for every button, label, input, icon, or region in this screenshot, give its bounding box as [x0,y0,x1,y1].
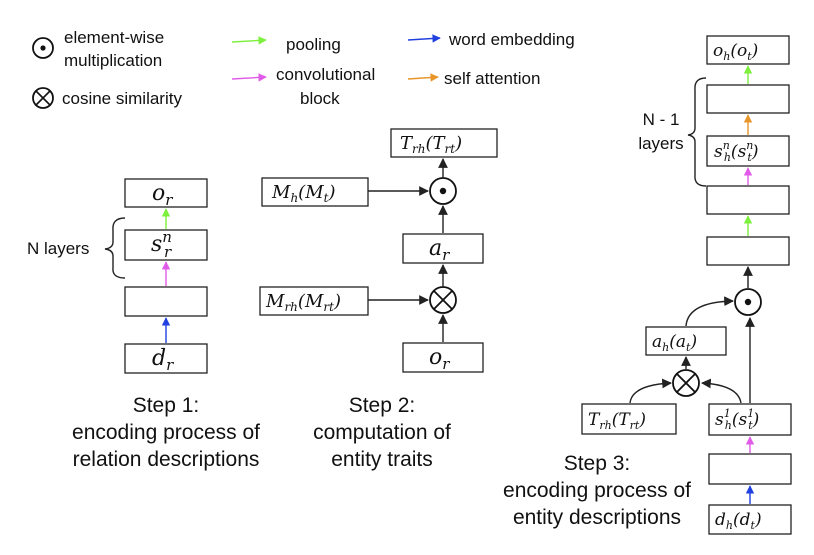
step3-cosine-node [672,369,700,397]
step1-caption-line3: relation descriptions [73,448,260,471]
legend-cosine-label: cosine similarity [62,89,182,108]
svg-text:or: or [429,345,450,373]
svg-text:Mrh(Mrt): Mrh(Mrt) [265,291,341,314]
step-3: oh(ot) sn h(sn t) N - 1 layers ah(at) [503,35,792,535]
step1-layers-label: N layers [27,239,89,258]
step3-s1-box: s1 h(s1 t) [708,403,792,436]
step3-hidden-box-3 [706,236,790,266]
step1-hidden-box [124,286,208,317]
svg-text:dh(dt): dh(dt) [715,510,762,532]
element-wise-multiplication-icon [32,37,54,59]
step3-arrow-s1-to-cos [701,378,742,404]
svg-text:Mh(Mt): Mh(Mt) [271,182,336,205]
svg-text:dr: dr [152,346,174,374]
svg-text:Trh(Trt): Trh(Trt) [588,410,646,432]
step3-caption-line1: Step 3: [564,452,631,475]
step1-s-r-n-box: sn r [124,228,208,261]
svg-text:ah(at): ah(at) [652,332,697,354]
step1-layers-brace [104,217,126,279]
step3-a-box: ah(at) [645,326,727,356]
step1-caption-line2: encoding process of [72,421,260,444]
svg-text:ar: ar [429,236,450,264]
step1-o-r-box: or [124,178,208,209]
step-2: Trh(Trt) Mh(Mt) ar Mrh(Mrt) [259,128,498,471]
legend: element-wise multiplication cosine simil… [32,28,575,109]
step3-hidden-box-2 [706,185,790,215]
step3-multiply-node [734,288,762,316]
step2-caption-line1: Step 2: [349,394,416,417]
step2-a-r-box: ar [402,233,484,264]
step3-layers-brace [687,77,707,187]
step2-M-box: Mh(Mt) [261,177,369,207]
step3-caption-line3: entity descriptions [513,506,681,529]
legend-word-embedding-label: word embedding [448,30,575,49]
step3-hidden-box-4 [708,453,792,485]
legend-multiplication-label: multiplication [64,51,162,70]
cosine-similarity-icon [32,87,54,109]
legend-block-label: block [300,89,340,108]
pooling-arrow-icon [231,36,267,45]
step3-layers-label-line2: layers [638,134,683,153]
step3-arrow-T-to-cos [629,378,672,404]
svg-text:or: or [152,181,173,209]
legend-pooling-label: pooling [286,35,341,54]
convolutional-arrow-icon [231,73,267,82]
step3-layers-label-line1: N - 1 [643,110,680,129]
svg-text:oh(ot): oh(ot) [713,41,758,63]
step-1: or sn r dr N layers Step 1: encoding proc… [27,178,260,471]
step3-T-box: Trh(Trt) [581,403,677,435]
step3-hidden-box-1 [706,84,790,114]
svg-text:s1h(s1t): s1 h(s1 t) [715,407,759,432]
step3-o-box: oh(ot) [706,35,790,65]
step3-caption-line2: encoding process of [503,479,691,502]
legend-element-wise-label: element-wise [64,28,164,47]
step2-multiply-node [429,177,457,205]
legend-self-attention-label: self attention [444,69,540,88]
step3-arrow-a-to-mult [685,296,734,327]
self-attention-arrow-icon [407,73,439,82]
svg-text:Trh(Trt): Trh(Trt) [400,133,462,156]
step2-cosine-node [429,286,457,314]
step1-caption-line1: Step 1: [133,394,200,417]
svg-text:snr: sn r [151,228,172,261]
step2-caption-line2: computation of [313,421,451,444]
word-embedding-arrow-icon [407,34,441,43]
legend-convolutional-label: convolutional [276,65,375,84]
svg-text:snh(snt): sn h(sn t) [714,139,758,164]
step3-s-n-box: sn h(sn t) [706,135,790,167]
step1-d-r-box: dr [124,343,208,374]
step2-T-box: Trh(Trt) [390,128,498,158]
step3-d-box: dh(dt) [708,504,792,535]
step2-caption-line3: entity traits [331,448,433,471]
step2-Mr-box: Mrh(Mrt) [259,286,369,316]
step2-o-r-box: or [402,342,484,373]
